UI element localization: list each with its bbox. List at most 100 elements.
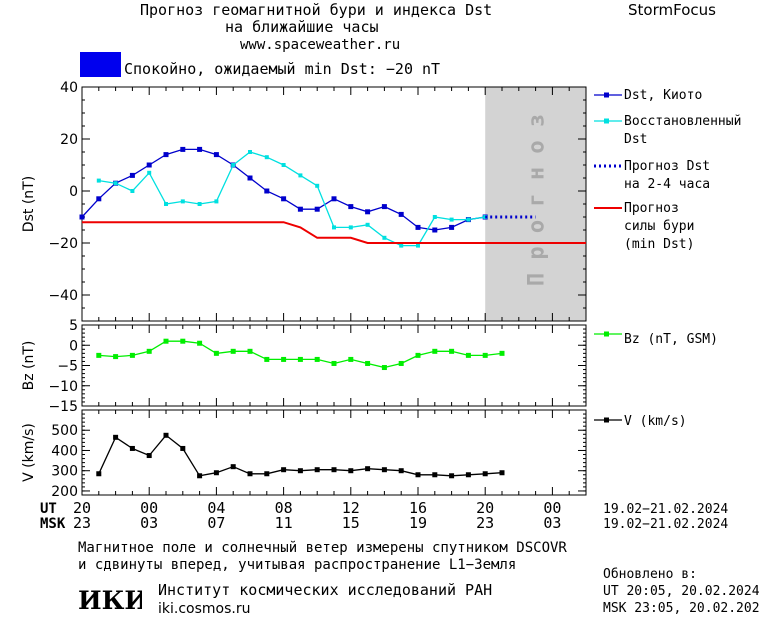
ut-tick-label: 12 — [342, 499, 360, 517]
y-tick-label: −40 — [48, 288, 78, 304]
data-point-dst — [398, 211, 404, 217]
data-point-dst — [348, 204, 354, 210]
legend-marker — [604, 331, 609, 337]
data-point-bz — [432, 348, 438, 354]
data-point-dst — [214, 199, 219, 204]
page-subtitle: на ближайшие часы — [225, 18, 379, 36]
legend-v: V (km/s) — [624, 414, 687, 429]
ut-tick-label: 00 — [140, 499, 158, 517]
data-point-v — [398, 468, 404, 474]
data-point-dst — [416, 243, 420, 248]
data-point-dst — [113, 181, 118, 186]
data-point-bz — [180, 338, 186, 344]
data-point-v — [297, 468, 303, 474]
data-point-v — [381, 467, 387, 473]
data-point-dst — [163, 152, 169, 158]
data-point-dst — [281, 196, 287, 202]
data-point-dst — [96, 196, 102, 202]
data-point-dst — [314, 206, 320, 212]
site-url[interactable]: www.spaceweather.ru — [240, 37, 401, 53]
data-point-bz — [230, 348, 236, 354]
data-point-v — [180, 445, 186, 451]
data-point-dst — [213, 152, 219, 158]
data-point-bz — [297, 356, 303, 362]
data-point-v — [113, 434, 119, 440]
institute-url[interactable]: iki.cosmos.ru — [158, 601, 251, 617]
data-point-dst — [365, 222, 370, 227]
iki-logo: ИКИ — [78, 586, 142, 614]
y-tick-label: 0 — [69, 184, 78, 200]
legend-storm-3: (min Dst) — [624, 237, 694, 252]
data-point-dst — [365, 209, 371, 215]
legend-marker — [604, 417, 609, 423]
msk-tick-label: 15 — [342, 514, 360, 532]
data-point-dst — [129, 172, 135, 178]
data-point-v — [331, 467, 337, 473]
legend-marker — [604, 118, 609, 124]
legend-storm-1: Прогноз — [624, 201, 679, 216]
msk-tick-label: 07 — [207, 514, 225, 532]
ut-tick-label: 20 — [73, 499, 91, 517]
chart-marks — [79, 146, 586, 479]
data-point-v — [499, 470, 505, 476]
data-point-bz — [96, 352, 102, 358]
data-point-dst — [382, 235, 387, 240]
updated-msk: MSK 23:05, 20.02.2024 — [603, 601, 760, 616]
page-title: Прогноз геомагнитной бури и индекса Dst — [140, 1, 493, 19]
legend-restored-2: Dst — [624, 132, 647, 147]
data-point-v — [230, 464, 236, 470]
iki-logo-text: ИКИ — [78, 586, 142, 614]
y-tick-label: −10 — [48, 379, 78, 395]
data-point-bz — [113, 354, 119, 360]
data-point-v — [213, 470, 219, 476]
data-point-bz — [163, 338, 169, 344]
msk-tick-label: 03 — [543, 514, 561, 532]
data-point-bz — [197, 340, 203, 346]
data-point-dst — [248, 150, 252, 154]
legend-marker — [604, 92, 609, 98]
data-point-dst — [197, 146, 203, 152]
updated-label: Обновлено в: — [603, 567, 697, 582]
y-axis-label: Bz (nT) — [21, 341, 37, 391]
msk-tick-label: 23 — [73, 514, 91, 532]
y-tick-label: −20 — [48, 236, 78, 252]
data-point-bz — [398, 360, 404, 366]
data-point-v — [465, 472, 471, 478]
data-point-dst — [79, 214, 85, 220]
y-tick-label: 300 — [51, 464, 78, 480]
data-point-bz — [129, 352, 135, 358]
data-point-v — [432, 472, 438, 478]
data-point-dst — [432, 227, 438, 233]
y-axis-label: V (km/s) — [21, 423, 37, 482]
data-point-v — [129, 445, 135, 451]
data-point-bz — [146, 348, 152, 354]
data-point-dst — [449, 217, 454, 222]
data-point-v — [415, 472, 421, 478]
data-point-dst — [264, 188, 270, 194]
ut-tick-label: 08 — [275, 499, 293, 517]
data-point-dst — [415, 224, 421, 230]
data-point-v — [146, 453, 152, 459]
ut-tick-label: 04 — [207, 499, 225, 517]
data-point-dst — [180, 199, 185, 204]
y-axis-label: Dst (nT) — [21, 176, 37, 232]
data-point-v — [281, 467, 287, 473]
y-tick-label: 40 — [60, 80, 78, 96]
legend-restored-1: Восстановленный — [624, 114, 741, 129]
data-point-dst — [449, 224, 455, 230]
status-text: Спокойно, ожидаемый min Dst: −20 nT — [124, 60, 441, 78]
forecast-zone — [485, 87, 586, 321]
legend-storm-2: силы бури — [624, 219, 694, 234]
msk-tick-label: 23 — [476, 514, 494, 532]
data-point-dst — [264, 155, 269, 160]
data-point-dst — [399, 243, 404, 248]
y-tick-label: 500 — [51, 423, 78, 439]
data-point-bz — [499, 350, 505, 356]
y-tick-label: −5 — [57, 359, 78, 375]
data-point-dst — [197, 202, 202, 206]
data-point-dst — [348, 225, 353, 230]
y-tick-label: 200 — [51, 484, 78, 500]
series-line-dst-3 — [82, 221, 586, 244]
data-point-v — [482, 471, 488, 477]
